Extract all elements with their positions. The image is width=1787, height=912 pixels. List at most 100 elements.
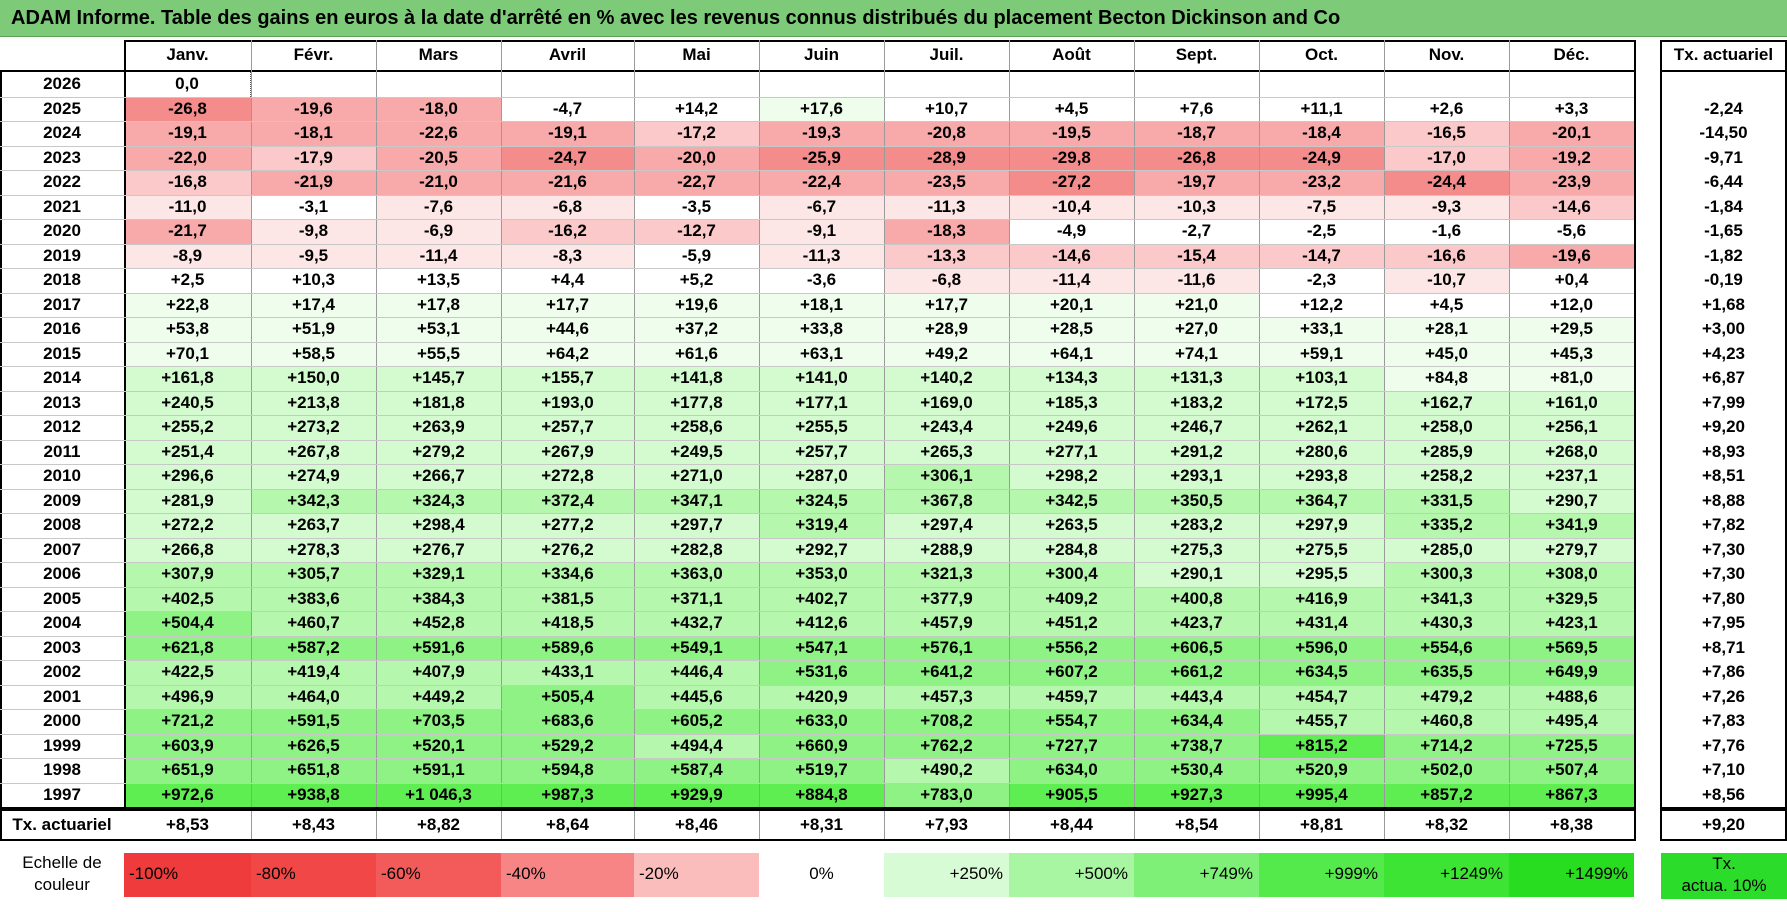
table-cell[interactable]: -17,0 (1384, 145, 1509, 170)
table-cell[interactable]: +591,1 (376, 758, 501, 783)
table-cell[interactable]: +279,7 (1509, 537, 1634, 562)
table-cell[interactable]: +255,2 (124, 415, 251, 440)
table-cell[interactable]: +505,4 (501, 684, 634, 709)
table-cell[interactable]: +621,8 (124, 635, 251, 660)
table-cell[interactable]: +297,7 (634, 513, 759, 538)
table-cell[interactable]: +383,6 (251, 586, 376, 611)
table-cell[interactable]: +762,2 (884, 733, 1009, 758)
table-cell[interactable]: +293,8 (1259, 464, 1384, 489)
table-cell[interactable]: +290,7 (1509, 488, 1634, 513)
table-cell[interactable]: +529,2 (501, 733, 634, 758)
table-cell[interactable]: +367,8 (884, 488, 1009, 513)
table-cell[interactable]: +507,4 (1509, 758, 1634, 783)
table-cell[interactable]: +268,0 (1509, 439, 1634, 464)
table-cell[interactable]: +651,9 (124, 758, 251, 783)
table-cell[interactable]: +321,3 (884, 562, 1009, 587)
table-cell[interactable]: -7,6 (376, 194, 501, 219)
table-cell[interactable]: +21,0 (1134, 292, 1259, 317)
table-cell[interactable]: -19,7 (1134, 170, 1259, 195)
table-cell[interactable]: +267,8 (251, 439, 376, 464)
table-cell[interactable]: +2,6 (1384, 96, 1509, 121)
table-cell[interactable]: +342,5 (1009, 488, 1134, 513)
table-cell[interactable]: +161,0 (1509, 390, 1634, 415)
table-cell[interactable]: +714,2 (1384, 733, 1509, 758)
table-cell[interactable]: +55,5 (376, 341, 501, 366)
table-cell[interactable]: -19,5 (1009, 121, 1134, 146)
table-cell[interactable]: +324,3 (376, 488, 501, 513)
table-cell[interactable]: +377,9 (884, 586, 1009, 611)
table-cell[interactable]: -18,0 (376, 96, 501, 121)
table-cell[interactable]: +867,3 (1509, 782, 1634, 807)
table-cell[interactable]: +258,0 (1384, 415, 1509, 440)
table-cell[interactable]: +576,1 (884, 635, 1009, 660)
table-cell[interactable]: +58,5 (251, 341, 376, 366)
table-cell[interactable]: +292,7 (759, 537, 884, 562)
table-cell[interactable]: +272,8 (501, 464, 634, 489)
table-cell[interactable]: +418,5 (501, 611, 634, 636)
table-cell[interactable]: +237,1 (1509, 464, 1634, 489)
table-cell[interactable]: +297,4 (884, 513, 1009, 538)
table-cell[interactable]: +22,8 (124, 292, 251, 317)
table-cell[interactable]: +306,1 (884, 464, 1009, 489)
table-cell[interactable]: +420,9 (759, 684, 884, 709)
table-cell[interactable]: +783,0 (884, 782, 1009, 807)
table-cell[interactable]: +603,9 (124, 733, 251, 758)
table-cell[interactable]: +10,7 (884, 96, 1009, 121)
table-cell[interactable]: -22,7 (634, 170, 759, 195)
table-cell[interactable]: +298,2 (1009, 464, 1134, 489)
table-cell[interactable]: +634,4 (1134, 709, 1259, 734)
table-cell[interactable]: +59,1 (1259, 341, 1384, 366)
table-cell[interactable]: +284,8 (1009, 537, 1134, 562)
table-cell[interactable]: +5,2 (634, 268, 759, 293)
table-cell[interactable]: +324,5 (759, 488, 884, 513)
table-cell[interactable]: +591,5 (251, 709, 376, 734)
table-cell[interactable]: +531,6 (759, 660, 884, 685)
table-cell[interactable]: -6,9 (376, 219, 501, 244)
table-cell[interactable]: +81,0 (1509, 366, 1634, 391)
table-cell[interactable]: +285,0 (1384, 537, 1509, 562)
table-cell[interactable]: +520,9 (1259, 758, 1384, 783)
table-cell[interactable]: +27,0 (1134, 317, 1259, 342)
table-cell[interactable]: -13,3 (884, 243, 1009, 268)
table-cell[interactable] (759, 72, 884, 97)
table-cell[interactable]: -21,6 (501, 170, 634, 195)
table-cell[interactable]: +329,1 (376, 562, 501, 587)
table-cell[interactable]: +363,0 (634, 562, 759, 587)
table-cell[interactable]: +181,8 (376, 390, 501, 415)
table-cell[interactable]: -2,5 (1259, 219, 1384, 244)
table-cell[interactable]: -25,9 (759, 145, 884, 170)
table-cell[interactable]: +169,0 (884, 390, 1009, 415)
table-cell[interactable]: +479,2 (1384, 684, 1509, 709)
table-cell[interactable]: +262,1 (1259, 415, 1384, 440)
table-cell[interactable]: -19,1 (501, 121, 634, 146)
table-cell[interactable]: +103,1 (1259, 366, 1384, 391)
table-cell[interactable]: +381,5 (501, 586, 634, 611)
table-cell[interactable]: +341,3 (1384, 586, 1509, 611)
table-cell[interactable]: +267,9 (501, 439, 634, 464)
table-cell[interactable]: -12,7 (634, 219, 759, 244)
table-cell[interactable]: +927,3 (1134, 782, 1259, 807)
table-cell[interactable]: +279,2 (376, 439, 501, 464)
table-cell[interactable]: +266,7 (376, 464, 501, 489)
table-cell[interactable]: +353,0 (759, 562, 884, 587)
table-cell[interactable]: +19,6 (634, 292, 759, 317)
table-cell[interactable]: -16,5 (1384, 121, 1509, 146)
table-cell[interactable]: +4,4 (501, 268, 634, 293)
table-cell[interactable]: +45,0 (1384, 341, 1509, 366)
table-cell[interactable]: +298,4 (376, 513, 501, 538)
table-cell[interactable]: +554,6 (1384, 635, 1509, 660)
table-cell[interactable]: -17,9 (251, 145, 376, 170)
table-cell[interactable]: -26,8 (124, 96, 251, 121)
table-cell[interactable]: -10,7 (1384, 268, 1509, 293)
table-cell[interactable]: +464,0 (251, 684, 376, 709)
table-cell[interactable]: -16,6 (1384, 243, 1509, 268)
table-cell[interactable]: +4,5 (1009, 96, 1134, 121)
table-cell[interactable] (884, 72, 1009, 97)
table-cell[interactable]: +407,9 (376, 660, 501, 685)
table-cell[interactable]: +297,9 (1259, 513, 1384, 538)
table-cell[interactable]: +140,2 (884, 366, 1009, 391)
table-cell[interactable]: +275,5 (1259, 537, 1384, 562)
table-cell[interactable]: +589,6 (501, 635, 634, 660)
table-cell[interactable]: +14,2 (634, 96, 759, 121)
table-cell[interactable]: -6,8 (501, 194, 634, 219)
